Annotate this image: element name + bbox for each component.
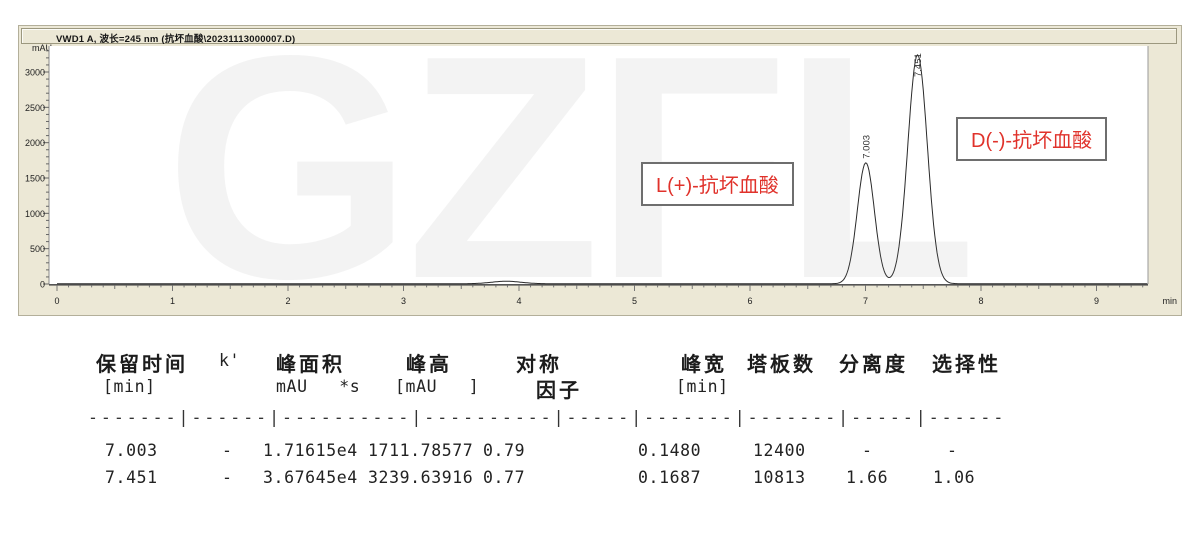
svg-text:2000: 2000 — [25, 138, 45, 148]
col-width-header: 峰宽 — [681, 354, 727, 376]
col-symmetry-header: 对称 — [516, 354, 562, 376]
col-selectivity-header: 选择性 — [932, 354, 1001, 376]
peak-rt-label: 7.451 — [913, 53, 924, 77]
annotation-l-ascorbic-acid: L(+)-抗坏血酸 — [641, 162, 794, 206]
chromatogram-plot: 0 500 1000 1500 2000 2500 3000 0 1 2 3 4 5 6 7 8 9 min 7.0… — [25, 46, 1177, 306]
col-height-unit: [mAU ] — [395, 377, 480, 396]
col-area-unit: mAU *s — [276, 377, 361, 396]
row2-area: 3.67645e4 — [263, 468, 358, 487]
row1-area: 1.71615e4 — [263, 441, 358, 460]
col-area-header: 峰面积 — [276, 354, 345, 376]
col-width-unit: [min] — [676, 377, 729, 396]
col-retention-unit: [min] — [103, 377, 156, 396]
col-retention-header: 保留时间 — [96, 354, 188, 376]
row1-plates: 12400 — [753, 441, 806, 460]
row1-width: 0.1480 — [638, 441, 702, 460]
row2-plates: 10813 — [753, 468, 806, 487]
row1-resolution: - — [862, 441, 873, 460]
col-k-header: k' — [219, 351, 241, 370]
signal-title-bar: VWD1 A, 波长=245 nm (抗坏血酸\20231113000007.D… — [21, 28, 1177, 45]
svg-text:min: min — [1162, 296, 1177, 306]
svg-text:1: 1 — [170, 296, 175, 306]
signal-trace — [57, 54, 1148, 285]
signal-title: VWD1 A, 波长=245 nm (抗坏血酸\20231113000007.D… — [56, 34, 296, 45]
row2-selectivity: 1.06 — [933, 468, 976, 487]
table-separator: -------|------|----------|----------|---… — [88, 408, 1007, 427]
row1-selectivity: - — [947, 441, 958, 460]
svg-text:0: 0 — [54, 296, 59, 306]
svg-text:1000: 1000 — [25, 209, 45, 219]
svg-text:8: 8 — [978, 296, 983, 306]
chromatogram-panel: VWD1 A, 波长=245 nm (抗坏血酸\20231113000007.D… — [18, 25, 1182, 316]
peak-rt-label: 7.003 — [861, 135, 872, 159]
col-plates-header: 塔板数 — [747, 354, 816, 376]
col-symmetry-header2: 因子 — [536, 380, 582, 402]
row1-k: - — [222, 441, 233, 460]
svg-text:4: 4 — [516, 296, 521, 306]
col-height-header: 峰高 — [406, 354, 452, 376]
svg-text:0: 0 — [40, 280, 45, 290]
svg-text:2: 2 — [285, 296, 290, 306]
svg-text:3000: 3000 — [25, 68, 45, 78]
svg-text:3: 3 — [401, 296, 406, 306]
svg-text:6: 6 — [747, 296, 752, 306]
y-axis-unit-label: mAU — [32, 43, 52, 53]
svg-text:2500: 2500 — [25, 103, 45, 113]
row1-symmetry: 0.79 — [483, 441, 526, 460]
svg-text:500: 500 — [30, 244, 45, 254]
row2-width: 0.1687 — [638, 468, 702, 487]
row2-k: - — [222, 468, 233, 487]
col-resolution-header: 分离度 — [839, 354, 908, 376]
row2-symmetry: 0.77 — [483, 468, 526, 487]
svg-text:5: 5 — [632, 296, 637, 306]
row2-retention: 7.451 — [105, 468, 158, 487]
svg-text:1500: 1500 — [25, 174, 45, 184]
annotation-d-ascorbic-acid: D(-)-抗坏血酸 — [956, 117, 1108, 161]
row1-retention: 7.003 — [105, 441, 158, 460]
row2-resolution: 1.66 — [846, 468, 889, 487]
svg-text:7: 7 — [863, 296, 868, 306]
row1-height: 1711.78577 — [368, 441, 474, 460]
row2-height: 3239.63916 — [368, 468, 474, 487]
svg-text:9: 9 — [1094, 296, 1099, 306]
